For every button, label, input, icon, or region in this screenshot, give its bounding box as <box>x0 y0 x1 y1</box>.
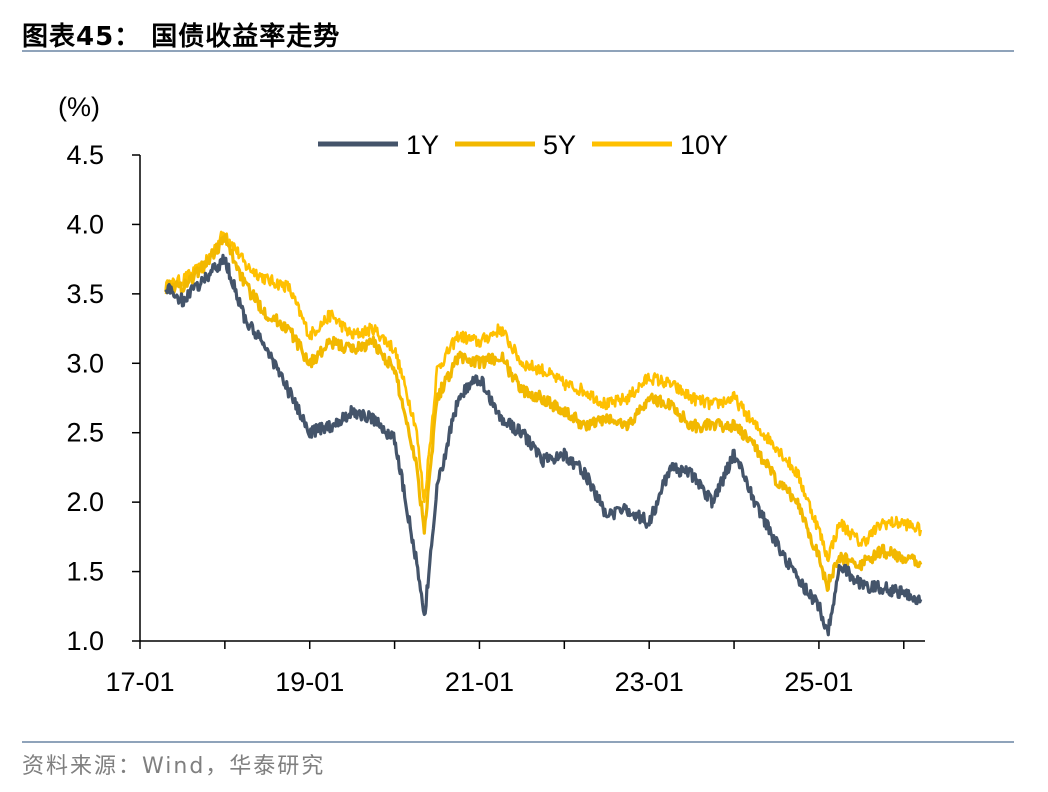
y-axis-unit: (%) <box>58 92 100 122</box>
y-tick-label: 2.0 <box>66 487 104 517</box>
series-line-5y <box>164 233 923 592</box>
x-axis: 17-01 19-01 21-01 23-01 25-01 <box>105 640 925 697</box>
x-tick-label: 25-01 <box>784 667 853 697</box>
x-tick-label: 19-01 <box>275 667 344 697</box>
legend-label-5y: 5Y <box>543 130 576 160</box>
x-tick-label: 23-01 <box>615 667 684 697</box>
title-bar: 图表45： 国债收益率走势 <box>22 10 1022 52</box>
series-lines <box>164 230 923 637</box>
legend-label-10y: 10Y <box>680 130 728 160</box>
y-tick-label: 2.5 <box>66 418 104 448</box>
y-tick-label: 1.0 <box>66 626 104 656</box>
figure-title: 图表45： 国债收益率走势 <box>22 22 341 52</box>
series-line-10y <box>164 230 923 563</box>
y-axis: 1.0 1.5 2.0 2.5 3.0 3.5 4.0 4.5 <box>66 140 141 656</box>
y-tick-label: 1.5 <box>66 557 104 587</box>
title-divider <box>22 50 1014 52</box>
y-tick-label: 4.0 <box>66 209 104 239</box>
footer-divider <box>22 741 1014 743</box>
y-tick-label: 4.5 <box>66 140 104 170</box>
y-tick-label: 3.0 <box>66 348 104 378</box>
source-note: 资料来源：Wind，华泰研究 <box>22 754 326 779</box>
yield-chart: (%) 1.0 1.5 2.0 2.5 3.0 3.5 4.0 4.5 17-01 19-01 2… <box>58 92 925 697</box>
y-tick-label: 3.5 <box>66 279 104 309</box>
legend-label-1y: 1Y <box>406 130 439 160</box>
legend: 1Y 5Y 10Y <box>318 130 728 160</box>
x-tick-label: 17-01 <box>105 667 174 697</box>
series-line-1y <box>164 253 923 637</box>
x-tick-label: 21-01 <box>445 667 514 697</box>
